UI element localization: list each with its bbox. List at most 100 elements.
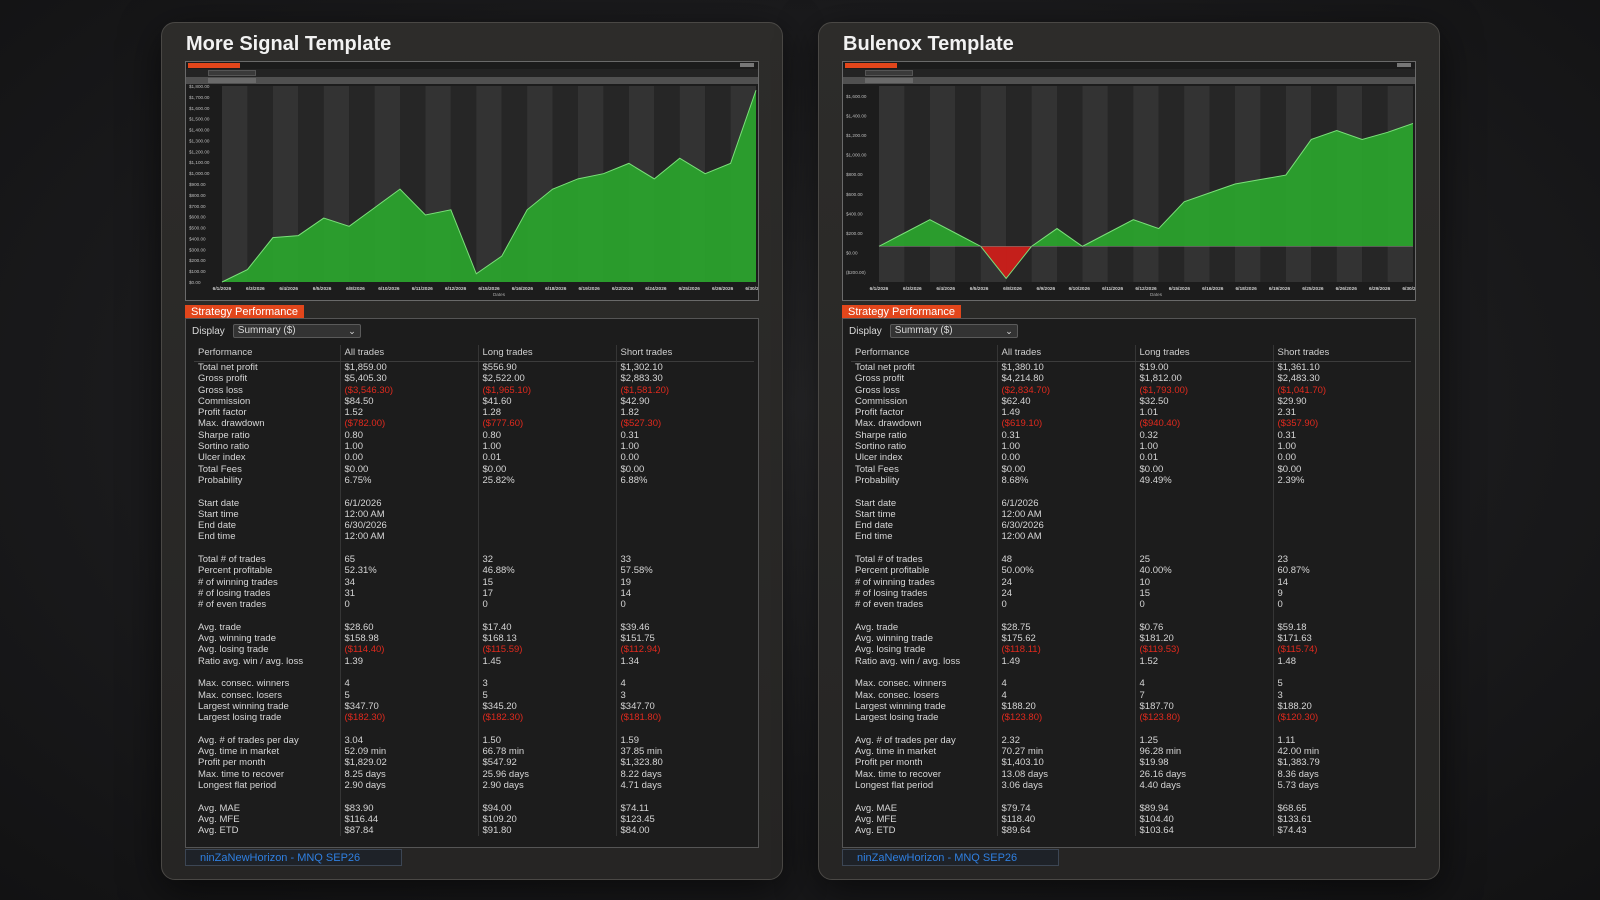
metric-value: 0.80	[339, 429, 478, 442]
y-tick-label: $1,100.00	[189, 160, 210, 165]
metric-label: # of winning trades	[855, 576, 935, 588]
column-header[interactable]: Short trades	[1272, 345, 1411, 362]
metric-value: $42.90	[615, 395, 754, 408]
metric-label: # of losing trades	[855, 587, 928, 599]
metric-value	[477, 531, 616, 543]
metric-label: Avg. trade	[855, 621, 899, 633]
metric-value: $17.40	[477, 621, 616, 634]
chart-display-bar	[843, 69, 1415, 77]
y-tick-label: $800.00	[846, 172, 863, 177]
stats-table: Performance All trades Long trades Short tr…	[851, 345, 1411, 837]
metric-value: $89.64	[996, 825, 1135, 837]
stats-row: # of losing trades 24 15 9	[851, 587, 1411, 600]
metric-label: Probability	[855, 474, 900, 486]
metric-value: 1.11	[1272, 734, 1411, 747]
stats-row: Profit per month $1,403.10 $19.98 $1,383.79	[851, 757, 1411, 769]
metric-value: 14	[1272, 576, 1411, 588]
metric-value: $0.00	[477, 463, 616, 475]
spacer-row	[194, 610, 754, 622]
metric-label	[851, 724, 997, 735]
metric-value: 0.00	[1272, 452, 1411, 464]
column-header[interactable]: Performance	[851, 345, 997, 362]
metric-value	[1272, 497, 1411, 509]
chart-graph-select[interactable]	[865, 78, 913, 83]
strategy-footer-tab[interactable]: ninZaNewHorizon - MNQ SEP26	[842, 849, 1059, 866]
metric-value: ($120.30)	[1272, 712, 1411, 724]
metric-value: 1.50	[477, 734, 616, 747]
metric-value	[477, 508, 616, 521]
chart-band	[1057, 86, 1083, 282]
metric-value: $547.92	[477, 757, 616, 769]
stats-row: Sortino ratio 1.00 1.00 1.00	[851, 441, 1411, 453]
strategy-performance-tab[interactable]: Strategy Performance	[842, 305, 961, 319]
display-select[interactable]: Summary ($) ⌄	[889, 324, 1018, 338]
metric-value	[339, 667, 478, 679]
metric-value: 1.52	[339, 407, 478, 419]
window-controls-icon[interactable]	[1397, 63, 1411, 67]
strategy-performance-tab[interactable]: Strategy Performance	[185, 305, 304, 319]
metric-value: 33	[615, 554, 754, 566]
panel-title: Bulenox Template	[843, 33, 1014, 55]
metric-value	[1134, 531, 1273, 543]
metric-value: $68.65	[1272, 802, 1411, 814]
column-header[interactable]: Long trades	[1134, 345, 1273, 362]
metric-label	[851, 791, 997, 802]
column-header[interactable]: All trades	[996, 345, 1135, 362]
column-header[interactable]: Short trades	[615, 345, 754, 362]
metric-value: 46.88%	[477, 565, 616, 577]
metric-value: 12:00 AM	[339, 508, 478, 521]
column-header[interactable]: Performance	[194, 345, 340, 362]
stats-row: End time 12:00 AM	[851, 531, 1411, 543]
stats-row: Max. consec. losers 4 7 3	[851, 689, 1411, 701]
metric-value	[1272, 542, 1411, 555]
metric-label	[851, 667, 997, 678]
column-header[interactable]: Long trades	[477, 345, 616, 362]
metric-value: 25	[1134, 554, 1273, 566]
equity-line	[221, 90, 757, 283]
metric-label: Largest winning trade	[855, 700, 946, 712]
metric-value: $29.90	[1272, 395, 1411, 408]
strategy-footer-tab[interactable]: ninZaNewHorizon - MNQ SEP26	[185, 849, 402, 866]
chart-display-select[interactable]	[208, 70, 256, 76]
chart-display-select[interactable]	[865, 70, 913, 76]
metric-value	[615, 531, 754, 543]
stats-row: Avg. MFE $116.44 $109.20 $123.45	[194, 813, 754, 826]
panel-more-signal: More Signal Template $0.00 $100.00 $200.00…	[161, 22, 783, 880]
x-tick-label: 6/18/2026	[545, 286, 567, 292]
metric-label: Profit per month	[198, 757, 266, 769]
stats-row: Avg. winning trade $158.98 $168.13 $151.75	[194, 633, 754, 645]
metric-value	[1134, 667, 1273, 679]
metric-value: $109.20	[477, 813, 616, 826]
metric-label	[194, 724, 340, 735]
panel-title: More Signal Template	[186, 33, 392, 55]
chart-graph-select[interactable]	[208, 78, 256, 83]
metric-value: 0.31	[1272, 429, 1411, 442]
x-tick-label: 6/5/2026	[313, 286, 332, 292]
metric-label: Probability	[198, 474, 243, 486]
metric-value: $118.40	[996, 813, 1135, 826]
metric-value: 52.31%	[339, 565, 478, 577]
metric-value: ($940.40)	[1134, 418, 1273, 430]
chart-window-tab[interactable]	[188, 63, 240, 68]
metric-value: 0	[615, 599, 754, 611]
stats-row: Avg. losing trade ($114.40) ($115.59) ($112…	[194, 644, 754, 656]
x-tick-label: 6/15/2026	[478, 286, 500, 292]
y-tick-label: $1,000.00	[846, 153, 867, 158]
column-header[interactable]: All trades	[339, 345, 478, 362]
metric-value: 17	[477, 587, 616, 600]
metric-label: Avg. MFE	[855, 813, 897, 825]
stats-row: # of losing trades 31 17 14	[194, 587, 754, 600]
metric-value: $187.70	[1134, 700, 1273, 713]
metric-value: 12:00 AM	[996, 508, 1135, 521]
stats-row: Commission $84.50 $41.60 $42.90	[194, 395, 754, 408]
metric-value: 0.00	[339, 452, 478, 464]
y-tick-label: $300.00	[189, 247, 206, 252]
metric-value: 3.06 days	[996, 779, 1135, 792]
window-controls-icon[interactable]	[740, 63, 754, 67]
metric-label: Avg. losing trade	[198, 644, 269, 656]
chart-window-tab[interactable]	[845, 63, 897, 68]
chart-band	[222, 86, 248, 282]
metric-value: $19.00	[1134, 361, 1273, 374]
display-select[interactable]: Summary ($) ⌄	[232, 324, 361, 338]
metric-value: ($119.53)	[1134, 644, 1273, 656]
